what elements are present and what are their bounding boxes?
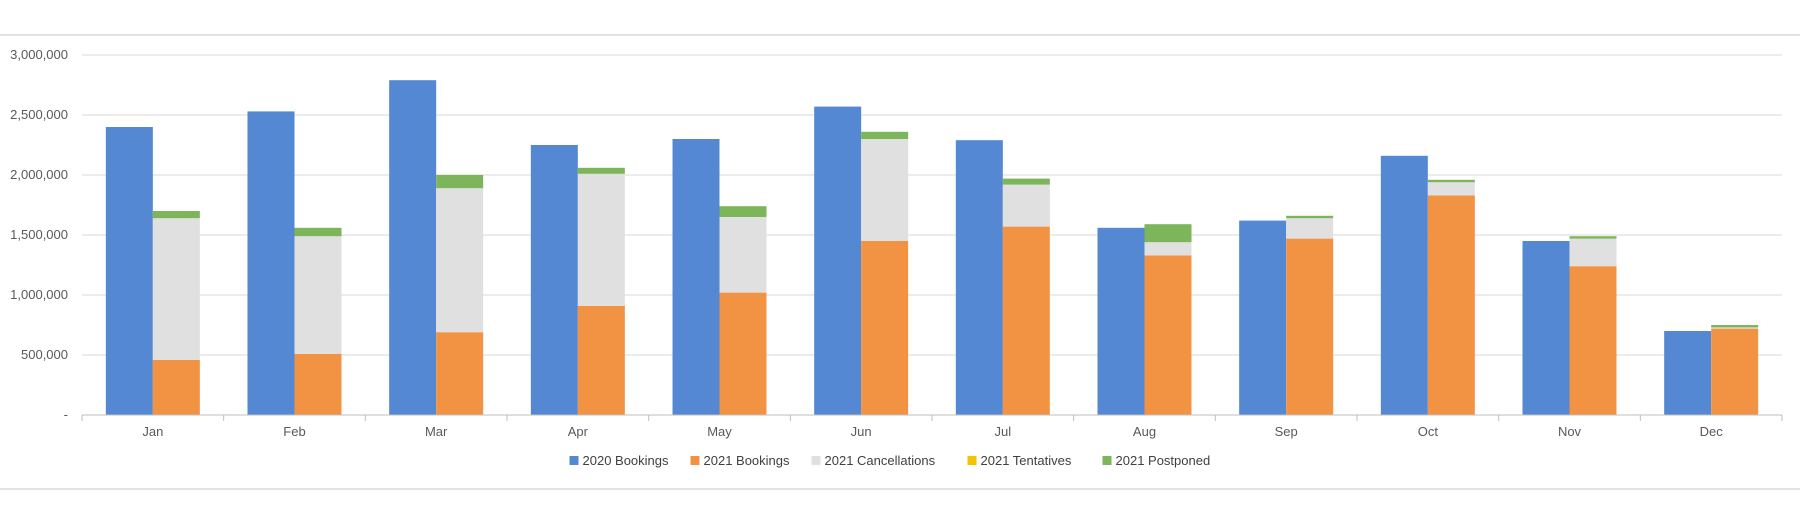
bar-2021-cancellations-dec (1711, 327, 1759, 329)
bar-2021-postponed-aug (1144, 224, 1192, 243)
bar-2021-postponed-apr (577, 167, 625, 174)
legend-label-2021-tentatives: 2021 Tentatives (981, 453, 1072, 468)
x-tick-label: Apr (568, 424, 589, 439)
bar-2021-bookings-oct (1427, 195, 1475, 415)
bar-2020-bookings-apr (530, 145, 578, 415)
bar-2021-cancellations-feb (294, 236, 342, 354)
top-rule (0, 34, 1800, 36)
gridlines (82, 54, 1782, 356)
bar-2020-bookings-nov (1522, 241, 1570, 415)
y-tick-label: 2,000,000 (10, 167, 68, 182)
legend: 2020 Bookings 2021 Bookings 2021 Cancellat… (569, 453, 1211, 468)
x-tick-label: Jul (995, 424, 1012, 439)
bar-2021-postponed-jun (861, 131, 909, 139)
y-tick-label: 3,000,000 (10, 47, 68, 62)
x-tick-label: Jun (851, 424, 872, 439)
x-tick-label: Sep (1275, 424, 1298, 439)
bar-2021-postponed-oct (1427, 179, 1475, 183)
x-tick-label: Dec (1700, 424, 1724, 439)
bar-2020-bookings-jul (955, 140, 1003, 415)
bar-2020-bookings-jun (814, 106, 862, 415)
bar-2021-postponed-feb (294, 227, 342, 237)
legend-label-2021-bookings: 2021 Bookings (704, 453, 791, 468)
axes: - 500,000 1,000,000 1,500,000 2,000,000 2,500… (10, 47, 1783, 439)
bar-2020-bookings-dec (1664, 331, 1712, 415)
bar-2021-postponed-may (719, 206, 767, 217)
bar-2020-bookings-aug (1097, 227, 1145, 415)
bottom-rule (0, 488, 1800, 490)
legend-swatch-2021-tentatives (967, 456, 977, 465)
bar-2021-bookings-aug (1144, 255, 1192, 415)
y-tick-label: - (64, 407, 68, 422)
bar-2021-bookings-feb (294, 353, 342, 415)
x-tick-label: Feb (283, 424, 305, 439)
bar-2020-bookings-may (672, 139, 720, 415)
legend-swatch-2020-bookings (569, 456, 579, 465)
bar-2021-bookings-may (719, 292, 767, 415)
legend-label-2021-cancellations: 2021 Cancellations (825, 453, 936, 468)
bar-2021-cancellations-mar (436, 188, 484, 333)
bar-2021-cancellations-jul (1002, 184, 1050, 227)
bar-2021-cancellations-sep (1286, 218, 1334, 239)
bar-2021-bookings-jan (152, 359, 200, 415)
y-tick-label: 1,000,000 (10, 287, 68, 302)
x-tick-label: Mar (425, 424, 448, 439)
bar-2021-postponed-dec (1711, 325, 1759, 328)
legend-swatch-2021-postponed (1102, 456, 1112, 465)
bar-2021-postponed-nov (1569, 236, 1617, 239)
x-tick-label: Aug (1133, 424, 1156, 439)
bar-2020-bookings-oct (1380, 155, 1428, 416)
bar-2021-cancellations-jun (861, 139, 909, 241)
x-tick-label: Nov (1558, 424, 1582, 439)
y-tick-label: 1,500,000 (10, 227, 68, 242)
bars (105, 80, 1759, 416)
bar-2021-cancellations-apr (577, 173, 625, 306)
bar-2021-postponed-mar (436, 175, 484, 189)
bar-2021-bookings-jul (1002, 226, 1050, 415)
bar-2021-cancellations-nov (1569, 238, 1617, 267)
y-tick-label: 2,500,000 (10, 107, 68, 122)
x-tick-label: May (707, 424, 732, 439)
bar-2021-bookings-mar (436, 332, 484, 415)
legend-swatch-2021-cancellations (811, 456, 821, 465)
bar-2021-postponed-sep (1286, 215, 1334, 219)
legend-label-2020-bookings: 2020 Bookings (583, 453, 670, 468)
bar-2020-bookings-jan (105, 127, 153, 415)
bar-2021-cancellations-may (719, 217, 767, 293)
legend-swatch-2021-bookings (690, 456, 700, 465)
bar-2021-bookings-sep (1286, 238, 1334, 415)
x-tick-label: Oct (1418, 424, 1439, 439)
bar-2021-postponed-jul (1002, 178, 1050, 185)
bar-2021-bookings-dec (1711, 328, 1759, 415)
bar-2021-postponed-jan (152, 211, 200, 219)
bar-2021-bookings-jun (861, 241, 909, 415)
bar-2020-bookings-feb (247, 111, 295, 416)
bar-2021-bookings-nov (1569, 266, 1617, 415)
legend-label-2021-postponed: 2021 Postponed (1116, 453, 1211, 468)
x-tick-label: Jan (142, 424, 163, 439)
bar-2020-bookings-sep (1239, 220, 1287, 415)
bar-2021-bookings-apr (577, 305, 625, 415)
bar-2020-bookings-mar (389, 80, 437, 415)
bar-2021-cancellations-jan (152, 218, 200, 360)
bar-2021-cancellations-oct (1427, 182, 1475, 196)
bar-2021-cancellations-aug (1144, 242, 1192, 256)
y-tick-label: 500,000 (21, 347, 68, 362)
